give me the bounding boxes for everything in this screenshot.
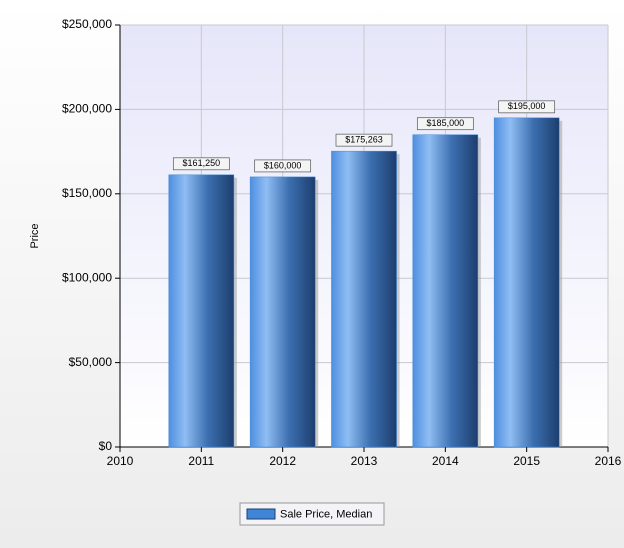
y-tick-label: $50,000 bbox=[69, 355, 113, 369]
y-tick-label: $250,000 bbox=[62, 17, 112, 31]
bar bbox=[249, 176, 316, 448]
x-tick-label: 2015 bbox=[513, 454, 540, 468]
bar bbox=[168, 174, 235, 448]
x-tick-label: 2010 bbox=[107, 454, 134, 468]
value-label: $175,263 bbox=[345, 135, 383, 145]
value-label-box bbox=[254, 159, 312, 173]
bar bbox=[331, 150, 397, 448]
legend-box bbox=[239, 502, 385, 526]
x-tick-label: 2016 bbox=[595, 454, 622, 468]
legend-swatch bbox=[246, 508, 276, 520]
x-tick-label: 2012 bbox=[269, 454, 296, 468]
y-axis-label: Price bbox=[29, 223, 41, 248]
value-label: $160,000 bbox=[264, 160, 302, 170]
bar bbox=[493, 117, 560, 448]
x-tick-label: 2013 bbox=[351, 454, 378, 468]
value-label: $161,250 bbox=[183, 158, 221, 168]
value-label-box bbox=[498, 100, 556, 114]
x-tick-label: 2014 bbox=[432, 454, 459, 468]
value-label-box bbox=[172, 157, 230, 171]
value-label: $195,000 bbox=[508, 101, 546, 111]
y-tick-label: $100,000 bbox=[62, 270, 112, 284]
y-tick-label: $200,000 bbox=[62, 102, 112, 116]
value-label-box bbox=[335, 133, 393, 147]
value-label: $185,000 bbox=[427, 118, 465, 128]
y-tick-label: $0 bbox=[99, 439, 113, 453]
x-tick-label: 2011 bbox=[188, 454, 214, 468]
y-tick-label: $150,000 bbox=[62, 186, 112, 200]
value-label-box bbox=[416, 117, 474, 131]
bar bbox=[412, 134, 479, 448]
legend-label: Sale Price, Median bbox=[280, 508, 372, 520]
